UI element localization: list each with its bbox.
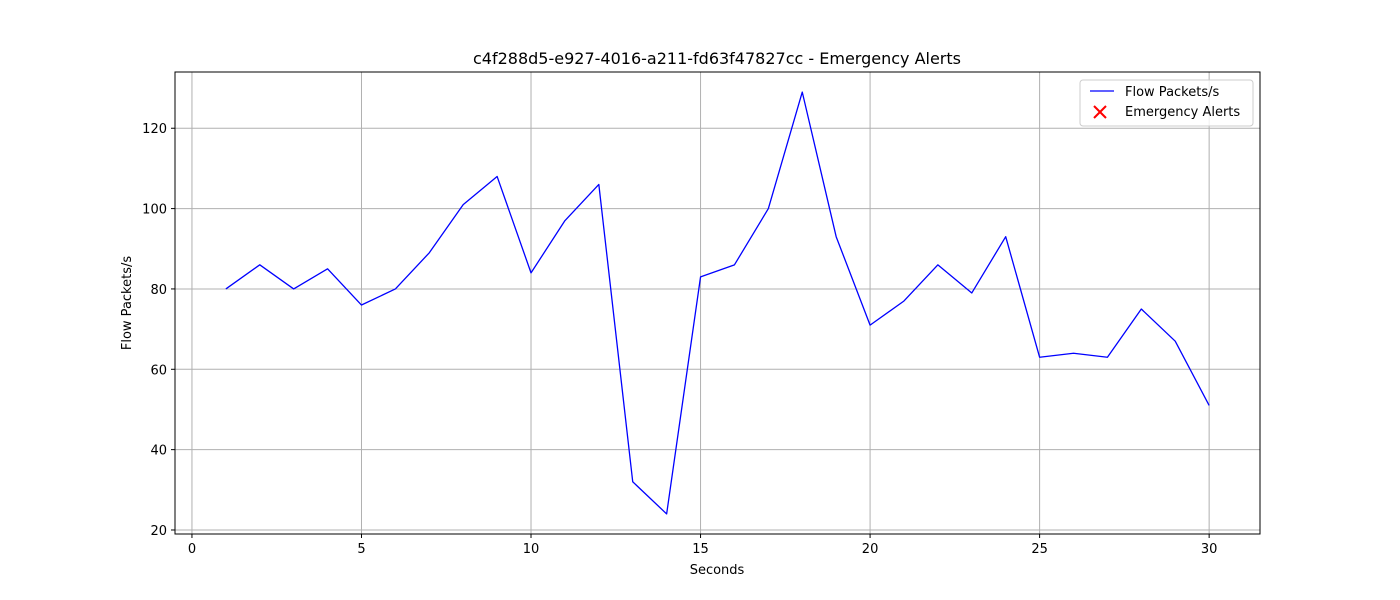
- legend-x-marker-icon: [1093, 105, 1107, 119]
- x-tick-label: 20: [862, 542, 879, 557]
- x-tick-label: 5: [357, 542, 365, 557]
- x-tick-label: 10: [523, 542, 540, 557]
- y-tick-label: 120: [142, 122, 167, 137]
- legend-label-alerts: Emergency Alerts: [1125, 105, 1240, 120]
- x-axis-title: Seconds: [690, 563, 745, 578]
- legend-label-flow: Flow Packets/s: [1125, 85, 1219, 100]
- series-line-flow-packets: [225, 91, 1210, 515]
- y-axis: 20 40 60 80 100 120: [142, 122, 175, 539]
- x-tick-label: 30: [1201, 542, 1218, 557]
- y-tick-label: 40: [150, 444, 167, 459]
- x-tick-label: 0: [188, 542, 196, 557]
- grid: [175, 72, 1260, 534]
- y-tick-label: 60: [150, 363, 167, 378]
- y-axis-title: Flow Packets/s: [120, 256, 135, 350]
- plot-frame: [174, 71, 1261, 535]
- y-tick-label: 100: [142, 203, 167, 218]
- x-tick-label: 25: [1031, 542, 1048, 557]
- legend-box: [1079, 79, 1254, 127]
- x-axis: 0 5 10 15 20 25 30: [188, 534, 1218, 557]
- y-tick-label: 20: [150, 524, 167, 539]
- y-tick-label: 80: [150, 283, 167, 298]
- series-layer: [225, 91, 1210, 515]
- x-tick-label: 15: [692, 542, 709, 557]
- chart-title: c4f288d5-e927-4016-a211-fd63f47827cc - E…: [473, 49, 961, 68]
- legend: Flow Packets/s Emergency Alerts: [1079, 79, 1254, 127]
